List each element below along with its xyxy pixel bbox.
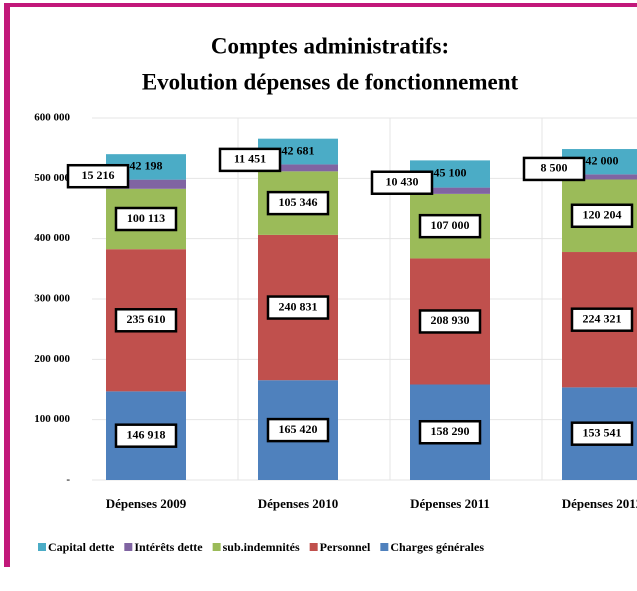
label-box: [218, 147, 282, 173]
label-box: [266, 417, 330, 443]
legend-swatch: [309, 543, 318, 551]
data-label: 235 610: [127, 312, 166, 326]
data-label: 8 500: [541, 161, 568, 175]
label-box: [114, 423, 178, 448]
x-tick-label: Dépenses 2011: [410, 496, 490, 511]
bar-segment: [562, 174, 637, 180]
data-label: 45 100: [434, 166, 467, 180]
bar-segment: [258, 164, 338, 172]
data-label: 42 000: [586, 153, 619, 167]
x-tick-label: Dépenses 2009: [106, 496, 187, 511]
frame: [4, 3, 637, 567]
data-label: 107 000: [431, 218, 470, 232]
legend-label: Personnel: [320, 540, 371, 554]
data-label: 158 290: [431, 424, 470, 438]
label-box: [266, 295, 330, 320]
data-label: 224 321: [583, 311, 622, 325]
data-label: 240 831: [279, 299, 318, 313]
label-box: [114, 308, 178, 333]
data-label: 42 681: [282, 143, 315, 157]
data-label: 42 198: [130, 159, 163, 173]
data-label: 100 113: [127, 211, 165, 225]
bar-segment: [106, 179, 186, 189]
legend-label: Intérêts dette: [134, 540, 203, 554]
data-label: 120 204: [583, 208, 622, 222]
label-box: [266, 190, 330, 216]
label-box: [370, 170, 434, 195]
data-label: 15 216: [82, 168, 115, 182]
data-label: 153 541: [583, 425, 622, 439]
y-tick-label: 100 000: [34, 413, 70, 425]
y-tick-label: 600 000: [34, 112, 70, 124]
label-box: [570, 307, 634, 332]
data-label: 208 930: [431, 313, 470, 327]
label-box: [522, 156, 586, 182]
label-box: [418, 213, 482, 239]
y-tick-label: 200 000: [34, 353, 70, 365]
data-label: 146 918: [127, 427, 166, 441]
chart-title: Comptes administratifs:: [211, 33, 449, 58]
label-box: [570, 203, 634, 229]
legend-swatch: [380, 543, 389, 551]
x-tick-label: Dépenses 2010: [258, 496, 339, 511]
legend-label: sub.indemnités: [223, 540, 300, 554]
data-label: 11 451: [234, 152, 266, 166]
y-tick-label: 300 000: [34, 293, 70, 305]
legend-label: Capital dette: [48, 540, 115, 554]
label-box: [418, 419, 482, 445]
data-label: 105 346: [279, 195, 318, 209]
x-tick-label: Dépenses 2012: [562, 496, 637, 511]
label-box: [114, 206, 178, 232]
y-tick-label: -: [66, 474, 70, 486]
legend-swatch: [212, 543, 221, 551]
label-box: [418, 309, 482, 334]
data-label: 10 430: [386, 174, 419, 188]
y-tick-label: 400 000: [34, 232, 70, 244]
data-label: 165 420: [279, 422, 318, 436]
legend-label: Charges générales: [390, 540, 484, 554]
chart-subtitle: Evolution dépenses de fonctionnement: [142, 69, 519, 94]
legend-swatch: [124, 543, 133, 551]
bar-segment: [410, 187, 490, 194]
y-tick-label: 500 000: [34, 172, 70, 184]
legend-swatch: [38, 543, 46, 551]
label-box: [66, 163, 130, 189]
label-box: [570, 421, 634, 446]
